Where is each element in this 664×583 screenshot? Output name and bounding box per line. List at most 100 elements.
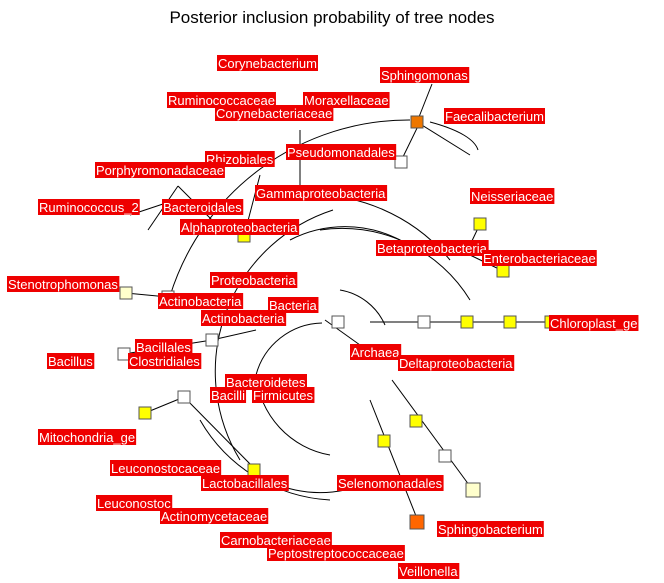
node-label-corynebacteriaceae: Corynebacteriaceae (215, 105, 334, 121)
node-label-neisseriaceae: Neisseriaceae (470, 188, 555, 204)
node-label-leuconostoc: Leuconostoc (96, 495, 173, 511)
node-sphingo-parent (438, 449, 452, 463)
edge-arc-right (319, 227, 471, 301)
node-label-text: Bacteria (269, 298, 317, 313)
edge-faecali (416, 121, 471, 156)
node-label-bg (350, 344, 402, 360)
node-label-text: Gammaproteobacteria (256, 186, 386, 201)
node-label-bg (252, 387, 315, 403)
node-label-bg (482, 250, 597, 266)
node-label-bg (220, 532, 332, 548)
node-label-bg (158, 293, 244, 309)
node-label-bg (549, 315, 639, 331)
node-label-text: Faecalibacterium (445, 109, 544, 124)
node-label-text: Ruminococcaceae (168, 93, 275, 108)
node-label-archaea: Archaea (350, 344, 402, 360)
node-label-bacteria: Bacteria (268, 297, 319, 313)
node-label-bg (268, 297, 319, 313)
node-label-proteobacteria: Proteobacteria (210, 272, 298, 288)
node-label-text: Bacillales (136, 340, 191, 355)
node-label-text: Archaea (351, 345, 400, 360)
node-label-bg (398, 563, 460, 579)
node-label-bacteroidales: Bacteroidales (162, 199, 244, 215)
node-label-deltaproteobacteria: Deltaproteobacteria (398, 355, 515, 371)
node-label-bg (47, 353, 95, 369)
node-label-bg (470, 188, 555, 204)
edge-leuco (183, 396, 257, 471)
edge-sphingobact (391, 379, 473, 490)
node-label-ruminococcus-2: Ruminococcus_2 (38, 199, 140, 215)
node-deltaproteo (409, 414, 423, 428)
node-label-betaproteobacteria: Betaproteobacteria (376, 240, 489, 256)
node-label-sphingobacterium: Sphingobacterium (437, 521, 544, 537)
node-label-text: Selenomonadales (338, 476, 443, 491)
node-label-bg (7, 276, 120, 292)
node-label-porphyromonadaceae: Porphyromonadaceae (95, 162, 225, 178)
node-label-bg (337, 475, 444, 491)
node-label-text: Clostridiales (129, 354, 200, 369)
node-label-stenotrophomonas: Stenotrophomonas (7, 276, 120, 292)
node-label-bg (180, 219, 300, 235)
node-label-bacilli: Bacilli (210, 387, 247, 403)
node-label-text: Firmicutes (253, 388, 313, 403)
node-sphingomonas (410, 115, 424, 129)
node-label-bacillus: Bacillus (47, 353, 95, 369)
node-label-bg (303, 92, 390, 108)
edge-arc-core (339, 289, 386, 326)
node-label-text: Actinobacteria (159, 294, 242, 309)
node-label-veillonella: Veillonella (398, 563, 460, 579)
node-label-bg (380, 67, 470, 83)
edge-arc-mid (289, 226, 401, 241)
node-label-moraxellaceae: Moraxellaceae (303, 92, 390, 108)
node-label-bacillales: Bacillales (135, 339, 193, 355)
node-label-alphaproteobacteria: Alphaproteobacteria (180, 219, 300, 235)
node-label-text: Bacteroidales (163, 200, 242, 215)
node-firmicutes-branch (177, 390, 191, 404)
node-label-text: Neisseriaceae (471, 189, 553, 204)
node-label-ruminococcaceae: Ruminococcaceae (167, 92, 276, 108)
node-selenomonad-parent (377, 434, 391, 448)
node-label-bg (160, 508, 269, 524)
node-label-bg (110, 460, 222, 476)
node-label-bg (437, 521, 544, 537)
node-chloro-1 (417, 315, 431, 329)
node-label-bg (162, 199, 244, 215)
node-label-text: Stenotrophomonas (8, 277, 118, 292)
node-label-bg (286, 144, 397, 160)
node-label-bg (135, 339, 193, 355)
node-label-text: Moraxellaceae (304, 93, 389, 108)
node-label-text: Leuconostocaceae (111, 461, 220, 476)
node-label-bg (376, 240, 489, 256)
node-label-bg (95, 162, 225, 178)
node-veillonella (409, 514, 425, 530)
node-label-bg (167, 92, 276, 108)
edge-arc-big (169, 119, 411, 297)
node-label-bg (225, 374, 307, 390)
node-label-bg (128, 353, 202, 369)
node-label-text: Veillonella (399, 564, 458, 579)
node-label-bg (215, 105, 334, 121)
node-bacteria (331, 315, 345, 329)
node-label-faecalibacterium: Faecalibacterium (444, 108, 545, 124)
node-label-actinobacteria: Actinobacteria (158, 293, 244, 309)
node-label-bg (96, 495, 173, 511)
node-label-pseudomonadales: Pseudomonadales (286, 144, 397, 160)
edge-veillonella (369, 399, 419, 522)
node-label-text: Mitochondria_ge (39, 430, 135, 445)
node-label-carnobacteriaceae: Carnobacteriaceae (220, 532, 332, 548)
node-label-text: Actinomycetaceae (161, 509, 267, 524)
node-label-bg (38, 199, 140, 215)
node-label-bg (267, 545, 405, 561)
node-label-text: Proteobacteria (211, 273, 296, 288)
node-neisseriaceae (473, 217, 487, 231)
node-label-lactobacillales: Lactobacillales (201, 475, 289, 491)
node-label-leuconostocaceae: Leuconostocaceae (110, 460, 222, 476)
node-label-text: Pseudomonadales (287, 145, 395, 160)
node-enterobacteriaceae (496, 264, 510, 278)
node-label-text: Leuconostoc (97, 496, 171, 511)
node-label-bg (38, 429, 137, 445)
tree-labels: Corynebacterium Sphingomonas Ruminococcace… (7, 55, 639, 579)
node-label-peptostreptococcaceae: Peptostreptococcaceae (267, 545, 405, 561)
node-label-sphingomonas: Sphingomonas (380, 67, 470, 83)
